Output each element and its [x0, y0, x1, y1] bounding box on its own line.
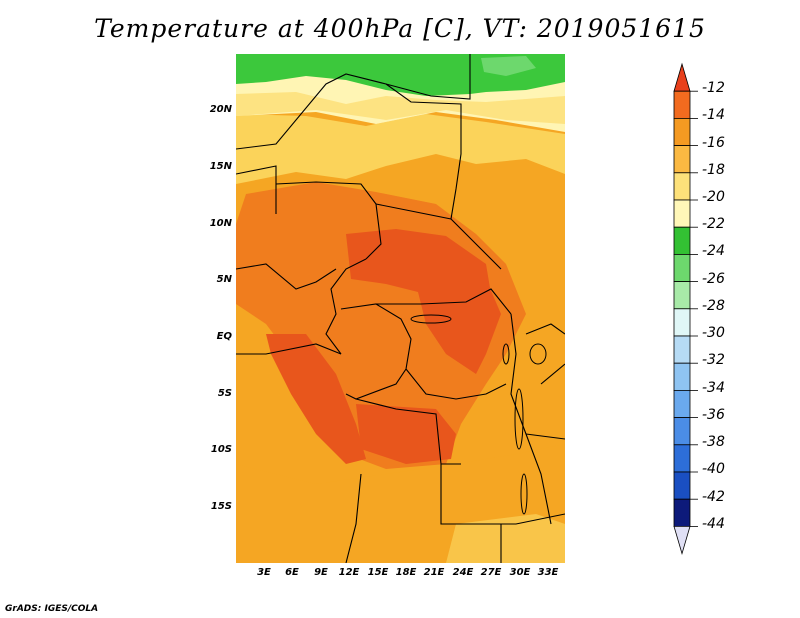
colorbar-label: -24: [702, 243, 725, 259]
lon-tick: 24E: [452, 567, 474, 578]
lat-tick: 20N: [209, 104, 232, 115]
field-green-north: [236, 54, 470, 96]
lon-tick: 15E: [367, 567, 389, 578]
lon-tick: 3E: [257, 567, 271, 578]
colorbar-segment: [673, 471, 691, 500]
colorbar-label: -18: [702, 162, 725, 178]
colorbar-label: -20: [702, 189, 725, 205]
colorbar-label: -12: [702, 80, 725, 96]
field-light-orange-band: [236, 114, 565, 184]
colorbar-segment: [673, 308, 691, 337]
colorbar-segment: [673, 281, 691, 310]
field-red-orange-west: [266, 334, 366, 464]
colorbar-label: -36: [702, 407, 725, 423]
colorbar-label: -38: [702, 434, 725, 450]
field-red-orange-south: [356, 404, 456, 464]
colorbar-segment: [673, 145, 691, 174]
map-panel: [236, 54, 565, 563]
colorbar-segment: [673, 389, 691, 418]
lake-outlines: [410, 314, 547, 515]
colorbar-label: -32: [702, 352, 725, 368]
temperature-map: [236, 54, 565, 563]
lon-tick: 21E: [423, 567, 445, 578]
field-light-orange-north: [236, 92, 565, 124]
lon-tick: 33E: [537, 567, 559, 578]
colorbar-label: -16: [702, 135, 725, 151]
colorbar-label: -28: [702, 298, 725, 314]
lon-tick: 30E: [509, 567, 531, 578]
lat-tick: 10S: [210, 444, 232, 455]
field-lightgreen-patch: [481, 56, 536, 76]
map-title: Temperature at 400hPa [C], VT: 201905161…: [94, 14, 706, 43]
colorbar-segment: [673, 362, 691, 391]
colorbar-segment: [673, 417, 691, 446]
colorbar-segment: [673, 498, 691, 527]
lon-tick: 12E: [338, 567, 360, 578]
colorbar-segment: [673, 226, 691, 255]
colorbar-segment: [673, 172, 691, 201]
colorbar-label: -26: [702, 271, 725, 287]
colorbar-arrow-bottom: [673, 525, 691, 556]
colorbar-label: -30: [702, 325, 725, 341]
lat-tick: 5S: [217, 388, 232, 399]
lat-tick: 10N: [209, 218, 232, 229]
colorbar-segment: [673, 90, 691, 119]
colorbar-label: -14: [702, 107, 725, 123]
lon-tick: 9E: [314, 567, 328, 578]
colorbar-label: -42: [702, 489, 725, 505]
colorbar-segment: [673, 253, 691, 282]
colorbar-label: -44: [702, 516, 725, 532]
lat-tick: EQ: [216, 331, 232, 342]
lon-tick: 6E: [285, 567, 299, 578]
colorbar-label: -34: [702, 380, 725, 396]
lat-tick: 15N: [209, 161, 232, 172]
field-south-light-orange: [446, 514, 565, 563]
lon-tick: 18E: [395, 567, 417, 578]
colorbar-arrow-top: [673, 62, 691, 92]
colorbar-segment: [673, 199, 691, 228]
lat-tick: 5N: [216, 274, 232, 285]
grads-credit: GrADS: IGES/COLA: [5, 604, 99, 614]
lon-tick: 27E: [480, 567, 502, 578]
colorbar-segment: [673, 335, 691, 364]
colorbar-segment: [673, 444, 691, 473]
colorbar-segment: [673, 118, 691, 147]
colorbar: [673, 62, 698, 556]
colorbar-label: -40: [702, 461, 725, 477]
lat-tick: 15S: [210, 501, 232, 512]
country-borders: [236, 54, 565, 563]
colorbar-label: -22: [702, 216, 725, 232]
